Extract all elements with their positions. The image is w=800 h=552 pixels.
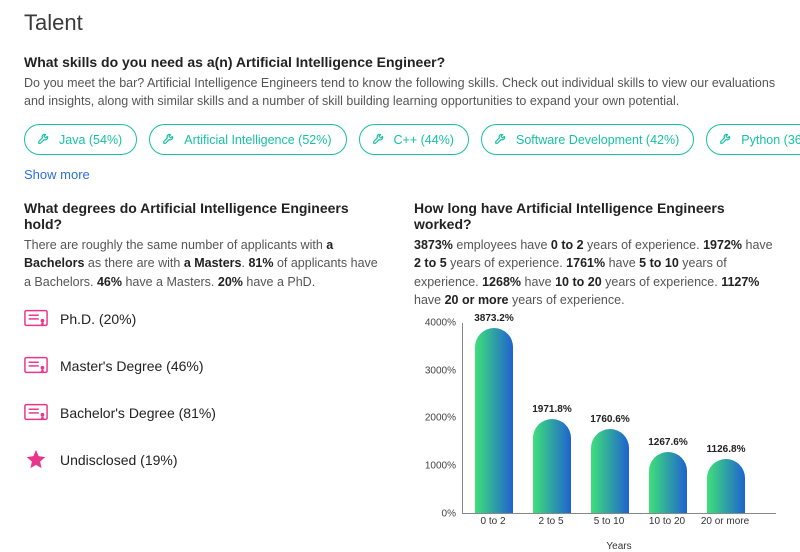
chart-y-tick: 3000% bbox=[416, 365, 456, 376]
text-bold: 3873% bbox=[414, 238, 453, 252]
degree-item: Master's Degree (46%) bbox=[24, 354, 386, 379]
chart-bar bbox=[591, 429, 629, 513]
skill-pill-label: Software Development (42%) bbox=[516, 133, 679, 147]
text: have bbox=[742, 238, 773, 252]
degree-list: Ph.D. (20%) Master's Degree (46%) Bachelor… bbox=[24, 307, 386, 473]
text-bold: 46% bbox=[97, 275, 122, 289]
chart-x-tick: 2 to 5 bbox=[538, 516, 563, 527]
experience-chart: 0%1000%2000%3000%4000% 3873.2%1971.8%176… bbox=[416, 323, 776, 538]
chart-x-tick: 10 to 20 bbox=[649, 516, 685, 527]
text-bold: 1972% bbox=[703, 238, 742, 252]
wrench-icon bbox=[494, 131, 508, 148]
text: have bbox=[521, 275, 555, 289]
degrees-question: What degrees do Artificial Intelligence … bbox=[24, 200, 386, 232]
experience-question: How long have Artificial Intelligence En… bbox=[414, 200, 776, 232]
skill-pill-label: C++ (44%) bbox=[394, 133, 454, 147]
text: have bbox=[414, 293, 445, 307]
chart-bar bbox=[649, 452, 687, 513]
text: employees have bbox=[453, 238, 551, 252]
degree-label: Ph.D. (20%) bbox=[60, 311, 136, 327]
text: years of experience. bbox=[584, 238, 704, 252]
skill-pill[interactable]: Software Development (42%) bbox=[481, 124, 694, 155]
chart-bar-value: 1971.8% bbox=[522, 404, 582, 415]
text-bold: a Masters bbox=[184, 256, 242, 270]
degree-item: Undisclosed (19%) bbox=[24, 448, 386, 473]
text-bold: 2 to 5 bbox=[414, 256, 447, 270]
text-bold: 20% bbox=[218, 275, 243, 289]
text: years of experience. bbox=[602, 275, 722, 289]
text-bold: 1761% bbox=[566, 256, 605, 270]
degree-item: Bachelor's Degree (81%) bbox=[24, 401, 386, 426]
wrench-icon bbox=[372, 131, 386, 148]
skill-pill-label: Artificial Intelligence (52%) bbox=[184, 133, 331, 147]
skill-pill[interactable]: C++ (44%) bbox=[359, 124, 469, 155]
skill-pill[interactable]: Artificial Intelligence (52%) bbox=[149, 124, 346, 155]
page-title: Talent bbox=[24, 10, 776, 36]
text: have a Masters. bbox=[122, 275, 218, 289]
text: as there are with bbox=[84, 256, 183, 270]
text: There are roughly the same number of app… bbox=[24, 238, 326, 252]
degree-label: Bachelor's Degree (81%) bbox=[60, 405, 216, 421]
chart-x-tick: 5 to 10 bbox=[594, 516, 625, 527]
experience-section: How long have Artificial Intelligence En… bbox=[414, 200, 776, 538]
wrench-icon bbox=[719, 131, 733, 148]
degree-label: Undisclosed (19%) bbox=[60, 452, 178, 468]
wrench-icon bbox=[162, 131, 176, 148]
diploma-icon bbox=[24, 354, 48, 379]
chart-y-axis: 0%1000%2000%3000%4000% bbox=[416, 323, 460, 514]
text-bold: 1268% bbox=[482, 275, 521, 289]
chart-y-tick: 1000% bbox=[416, 461, 456, 472]
degree-label: Master's Degree (46%) bbox=[60, 358, 204, 374]
chart-bar-value: 1267.6% bbox=[638, 437, 698, 448]
text: years of experience. bbox=[509, 293, 625, 307]
chart-y-tick: 4000% bbox=[416, 317, 456, 328]
chart-y-tick: 0% bbox=[416, 508, 456, 519]
diploma-icon bbox=[24, 401, 48, 426]
skill-pill[interactable]: Java (54%) bbox=[24, 124, 137, 155]
skill-pill-label: Python (36%) bbox=[741, 133, 800, 147]
skills-question: What skills do you need as a(n) Artifici… bbox=[24, 54, 776, 70]
skill-pill[interactable]: Python (36%) bbox=[706, 124, 800, 155]
chart-bar-value: 1760.6% bbox=[580, 414, 640, 425]
text-bold: 5 to 10 bbox=[639, 256, 679, 270]
chart-plot: 3873.2%1971.8%1760.6%1267.6%1126.8% bbox=[462, 323, 776, 514]
text: have bbox=[605, 256, 639, 270]
degrees-description: There are roughly the same number of app… bbox=[24, 236, 386, 290]
text-bold: 1127% bbox=[721, 275, 759, 289]
chart-bar bbox=[475, 328, 513, 513]
text-bold: 81% bbox=[248, 256, 273, 270]
chart-bar bbox=[707, 459, 745, 513]
show-more-link[interactable]: Show more bbox=[24, 167, 90, 182]
chart-bar bbox=[533, 419, 571, 513]
star-icon bbox=[24, 448, 48, 473]
text-bold: 0 to 2 bbox=[551, 238, 584, 252]
text-bold: 10 to 20 bbox=[555, 275, 602, 289]
degree-item: Ph.D. (20%) bbox=[24, 307, 386, 332]
skill-pill-label: Java (54%) bbox=[59, 133, 122, 147]
chart-x-tick: 20 or more bbox=[701, 516, 749, 527]
chart-bar-value: 1126.8% bbox=[696, 444, 756, 455]
diploma-icon bbox=[24, 307, 48, 332]
chart-x-axis: 0 to 2 2 to 5 5 to 10 10 to 20 20 or more bbox=[462, 514, 776, 538]
skill-pill-row: Java (54%) Artificial Intelligence (52%) C… bbox=[24, 124, 776, 155]
experience-description: 3873% employees have 0 to 2 years of exp… bbox=[414, 236, 776, 309]
wrench-icon bbox=[37, 131, 51, 148]
text: have a PhD. bbox=[243, 275, 315, 289]
skills-section: What skills do you need as a(n) Artifici… bbox=[24, 54, 776, 200]
chart-x-title: Years bbox=[462, 541, 776, 552]
degrees-section: What degrees do Artificial Intelligence … bbox=[24, 200, 386, 538]
text: years of experience. bbox=[447, 256, 567, 270]
chart-y-tick: 2000% bbox=[416, 413, 456, 424]
text-bold: 20 or more bbox=[445, 293, 509, 307]
chart-x-tick: 0 to 2 bbox=[480, 516, 505, 527]
skills-description: Do you meet the bar? Artificial Intellig… bbox=[24, 74, 776, 110]
chart-bar-value: 3873.2% bbox=[464, 313, 524, 324]
